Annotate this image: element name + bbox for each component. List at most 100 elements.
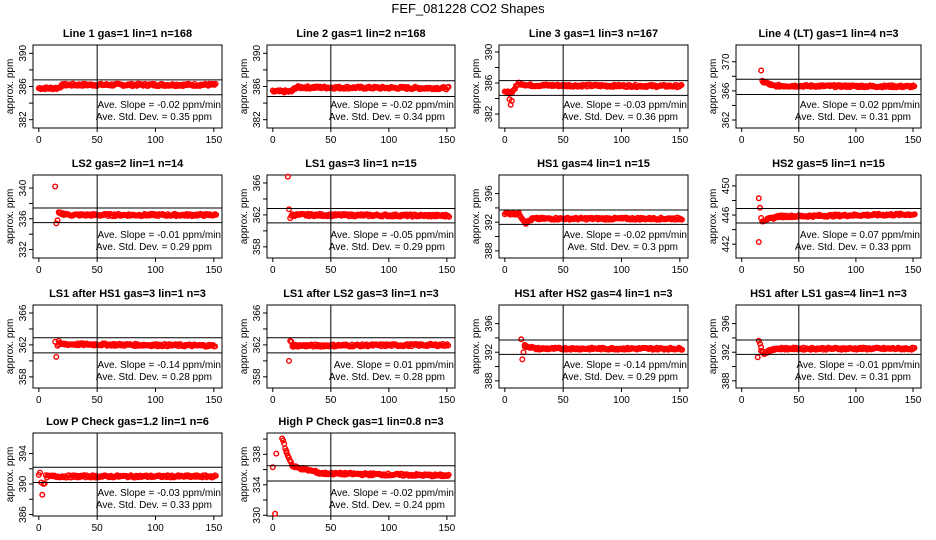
- y-tick-label: 362: [721, 111, 732, 128]
- x-tick-label: 0: [502, 135, 508, 146]
- x-tick-label: 150: [439, 395, 456, 406]
- y-tick-label: 336: [18, 210, 29, 227]
- y-tick-label: 450: [721, 177, 732, 194]
- std-dev-annotation: Ave. Std. Dev. = 0.34 ppm: [329, 112, 445, 123]
- y-tick-label: 386: [18, 506, 29, 523]
- y-tick-label: 358: [252, 368, 263, 385]
- panel: LS2 gas=2 lin=1 n=14 0 50 100 150 332 336 340ap…: [5, 158, 223, 276]
- y-tick-label: 382: [18, 111, 29, 128]
- panel: Low P Check gas=1.2 lin=1 n=6 0 50 100 150 38…: [5, 416, 223, 534]
- x-tick-label: 100: [381, 265, 398, 276]
- x-tick-label: 150: [439, 135, 456, 146]
- x-tick-label: 0: [502, 265, 508, 276]
- plot-frame: [498, 44, 689, 129]
- data-point: [289, 343, 296, 350]
- panel: HS2 gas=5 lin=1 n=15 0 50 100 150 442 446 450ap…: [708, 158, 922, 276]
- data-point: [758, 67, 765, 74]
- plot-frame: [735, 304, 922, 389]
- y-axis-label: approx. ppm: [239, 189, 250, 245]
- y-tick-label: 382: [252, 111, 263, 128]
- y-tick-label: 366: [252, 174, 263, 191]
- slope-annotation: Ave. Slope = -0.02 ppm/min: [331, 100, 455, 111]
- data-point: [911, 83, 918, 90]
- plot-frame: [735, 174, 922, 259]
- plot-frame: [266, 174, 456, 259]
- x-tick-label: 0: [36, 135, 42, 146]
- y-tick-label: 334: [252, 476, 263, 493]
- panel-title: LS1 after HS1 gas=3 lin=1 n=3: [49, 288, 206, 300]
- panel-title: Low P Check gas=1.2 lin=1 n=6: [46, 416, 209, 428]
- data-point: [41, 480, 48, 487]
- data-point: [755, 337, 762, 344]
- data-point: [55, 337, 62, 344]
- panel: HS1 after HS2 gas=4 lin=1 n=3 0 50 100 150 38…: [471, 288, 689, 406]
- x-tick-label: 150: [439, 265, 456, 276]
- x-tick-label: 0: [270, 395, 276, 406]
- panel: LS1 after LS2 gas=3 lin=1 n=3 0 50 100 150 35…: [239, 288, 456, 406]
- plot-frame: [266, 304, 456, 389]
- x-tick-label: 150: [671, 395, 688, 406]
- x-tick-label: 0: [270, 265, 276, 276]
- data-point: [37, 469, 44, 476]
- y-axis-label: approx. ppm: [239, 447, 250, 503]
- data-point: [520, 349, 527, 356]
- y-tick-label: 390: [18, 475, 29, 492]
- data-point: [213, 211, 220, 218]
- x-tick-label: 150: [905, 135, 922, 146]
- panel: LS1 after HS1 gas=3 lin=1 n=3 0 50 100 150 35…: [5, 288, 223, 406]
- y-tick-label: 358: [18, 368, 29, 385]
- data-point: [755, 195, 762, 202]
- panel-title: Line 1 gas=1 lin=1 n=168: [63, 28, 192, 40]
- x-tick-label: 100: [147, 523, 164, 534]
- panel-title: HS1 after LS1 gas=4 lin=1 n=3: [750, 288, 907, 300]
- x-tick-label: 0: [36, 523, 42, 534]
- x-tick-label: 50: [793, 395, 805, 406]
- x-tick-label: 150: [205, 523, 222, 534]
- data-point: [286, 206, 293, 213]
- y-tick-label: 394: [18, 445, 29, 462]
- y-axis-label: approx. ppm: [471, 319, 482, 375]
- panel: LS1 gas=3 lin=1 n=15 0 50 100 150 358 362 366ap…: [239, 158, 456, 276]
- x-tick-label: 150: [205, 395, 222, 406]
- y-tick-label: 382: [484, 105, 495, 122]
- x-tick-label: 50: [558, 135, 570, 146]
- panel: Line 2 gas=1 lin=2 n=168 0 50 100 150 382 386 3…: [239, 28, 456, 146]
- data-point: [758, 344, 765, 351]
- x-tick-label: 50: [793, 265, 805, 276]
- y-tick-label: 442: [721, 235, 732, 252]
- x-tick-label: 150: [205, 265, 222, 276]
- std-dev-annotation: Ave. Std. Dev. = 0.33 ppm: [96, 500, 212, 511]
- x-tick-label: 0: [270, 135, 276, 146]
- y-tick-label: 390: [18, 45, 29, 62]
- slope-annotation: Ave. Slope = -0.02 ppm/min: [331, 488, 455, 499]
- panel-title: HS2 gas=5 lin=1 n=15: [772, 158, 885, 170]
- data-point: [678, 216, 685, 223]
- y-tick-label: 396: [484, 315, 495, 332]
- x-tick-label: 150: [905, 265, 922, 276]
- data-point: [679, 346, 686, 353]
- y-axis-label: approx. ppm: [5, 447, 16, 503]
- x-tick-label: 50: [92, 395, 104, 406]
- panel: Line 1 gas=1 lin=1 n=168 0 50 100 150 382 386 3…: [5, 28, 223, 146]
- plot-frame: [498, 304, 689, 389]
- y-axis-label: approx. ppm: [708, 59, 719, 115]
- data-point: [758, 214, 765, 221]
- data-point: [521, 343, 528, 350]
- slope-annotation: Ave. Slope = -0.01 ppm/min: [98, 230, 222, 241]
- x-tick-label: 100: [147, 265, 164, 276]
- std-dev-annotation: Ave. Std. Dev. = 0.29 ppm: [329, 242, 445, 253]
- data-point: [754, 354, 761, 361]
- panel: Line 4 (LT) gas=1 lin=4 n=3 0 50 100 150 362 3…: [708, 28, 922, 146]
- x-tick-label: 100: [848, 265, 865, 276]
- slope-annotation: Ave. Slope = -0.03 ppm/min: [98, 488, 222, 499]
- y-axis-label: approx. ppm: [239, 319, 250, 375]
- plot-frame: [32, 432, 223, 517]
- std-dev-annotation: Ave. Std. Dev. = 0.31 ppm: [795, 112, 911, 123]
- x-tick-label: 0: [36, 265, 42, 276]
- std-dev-annotation: Ave. Std. Dev. = 0.28 ppm: [329, 372, 445, 383]
- x-tick-label: 0: [739, 265, 745, 276]
- data-point: [286, 357, 293, 364]
- data-point: [52, 183, 59, 190]
- y-tick-label: 386: [252, 78, 263, 95]
- y-tick-label: 386: [18, 78, 29, 95]
